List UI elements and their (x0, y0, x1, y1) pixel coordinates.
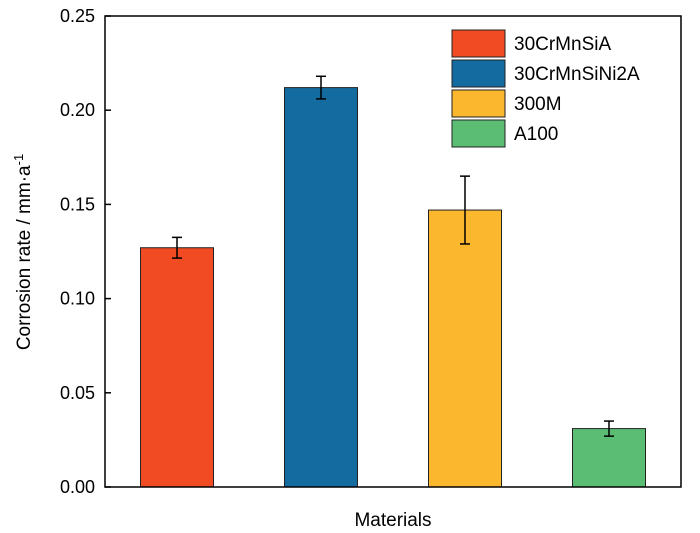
y-tick-label: 0.20 (60, 100, 95, 120)
error-bar-30crmnsini2a (316, 75, 326, 100)
plot-frame (104, 15, 682, 488)
legend-label-30crmnsini2a: 30CrMnSiNi2A (514, 64, 640, 85)
y-axis-title-superscript: -1 (11, 154, 26, 166)
legend-swatch-a100 (451, 119, 506, 148)
y-tick-label: 0.25 (60, 6, 95, 26)
y-tick-label: 0.05 (60, 383, 95, 403)
bar-a100 (572, 428, 646, 488)
error-bars-layer (172, 75, 614, 437)
error-bar-a100 (604, 420, 614, 437)
x-axis-title: Materials (354, 510, 431, 531)
error-bar-30crmnsia (172, 236, 182, 259)
bar-30crmnsini2a (284, 87, 358, 488)
legend-label-300m: 300M (514, 94, 562, 115)
y-axis-title: Corrosion rate / mm·a-1 (11, 154, 35, 350)
y-tick-label: 0.00 (60, 477, 95, 497)
y-axis-ticks: 0.00 0.05 0.10 0.15 0.20 0.25 (60, 6, 111, 497)
bar-30crmnsia (140, 247, 214, 488)
legend-swatch-300m (451, 89, 506, 118)
legend-swatch-30crmnsia (451, 29, 506, 58)
legend-label-30crmnsia: 30CrMnSiA (514, 34, 611, 55)
legend-swatch-30crmnsini2a (451, 59, 506, 88)
y-tick-label: 0.10 (60, 289, 95, 309)
y-axis-title-main: Corrosion rate / mm·a (14, 165, 35, 350)
error-bar-300m (460, 175, 470, 245)
y-tick-label: 0.15 (60, 194, 95, 214)
bars-layer (140, 87, 646, 488)
bar-300m (428, 209, 502, 488)
legend: 30CrMnSiA 30CrMnSiNi2A 300M A100 (451, 29, 640, 148)
legend-label-a100: A100 (514, 124, 558, 145)
